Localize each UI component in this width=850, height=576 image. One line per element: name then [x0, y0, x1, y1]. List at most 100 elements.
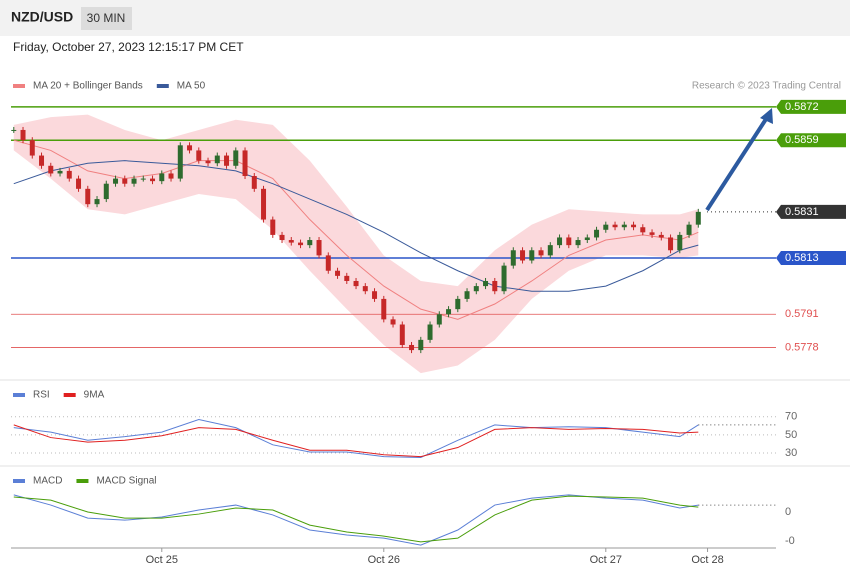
level-label-box	[776, 99, 846, 114]
level-label-box	[776, 133, 846, 148]
candle-body	[668, 237, 674, 251]
candle-body	[270, 219, 276, 235]
legend-swatch	[13, 84, 25, 88]
legend-label: RSI	[33, 390, 50, 401]
candle-body	[251, 176, 257, 189]
candle-body	[76, 178, 82, 189]
candle-body	[335, 270, 341, 276]
legend-label: MACD	[33, 476, 62, 487]
legend-swatch	[13, 393, 25, 397]
candle-body	[520, 250, 526, 261]
candle-body	[446, 309, 452, 315]
candle-body	[575, 240, 581, 246]
level-label-box	[776, 204, 846, 219]
candle-body	[140, 178, 146, 180]
candle-body	[177, 145, 183, 179]
candle-body	[409, 344, 415, 351]
candle-body	[566, 237, 572, 246]
candle-body	[11, 129, 17, 131]
candle-body	[187, 145, 193, 151]
level-label: 0.5813	[785, 252, 819, 264]
candle-body	[538, 250, 544, 256]
candle-body	[103, 183, 109, 200]
candle-body	[492, 280, 498, 292]
y-tick-label: 50	[785, 429, 797, 441]
candle-body	[39, 155, 45, 166]
candle-body	[214, 155, 220, 164]
candle-body	[677, 234, 683, 251]
candle-body	[390, 319, 396, 325]
candle-body	[584, 237, 590, 241]
candle-body	[279, 234, 285, 241]
series-line	[13, 418, 699, 458]
candle-body	[418, 339, 424, 351]
candle-body	[436, 314, 442, 325]
candle-body	[113, 178, 119, 184]
candle-body	[224, 155, 230, 166]
x-tick-label: Oct 25	[146, 554, 178, 566]
candle-body	[196, 150, 202, 161]
candle-body	[658, 234, 664, 238]
series-line	[13, 160, 699, 292]
x-tick-label: Oct 28	[691, 554, 723, 566]
candle-body	[473, 286, 479, 292]
forecast-arrow	[705, 114, 770, 212]
candle-body	[344, 275, 350, 281]
candle-body	[122, 178, 128, 184]
candle-body	[94, 199, 100, 205]
level-label: 0.5778	[785, 341, 819, 353]
candle-body	[85, 188, 91, 205]
candle-body	[29, 140, 35, 156]
symbol: NZD/USD	[11, 9, 73, 25]
series-line	[13, 424, 699, 458]
forecast-arrowhead	[760, 108, 773, 124]
y-tick-label: 30	[785, 447, 797, 459]
candle-body	[150, 178, 156, 182]
level-label: 0.5872	[785, 101, 819, 113]
timestamp: Friday, October 27, 2023 12:15:17 PM CET	[13, 40, 244, 54]
candle-body	[325, 255, 331, 271]
candle-body	[261, 188, 267, 220]
candle-body	[529, 250, 535, 261]
y-tick-label: -0	[785, 535, 795, 547]
candle-body	[427, 324, 433, 340]
header-bar	[0, 0, 850, 36]
candle-body	[57, 170, 63, 174]
bollinger-band	[13, 114, 699, 374]
legend-swatch	[76, 479, 89, 483]
candle-body	[316, 240, 322, 256]
x-tick-label: Oct 27	[590, 554, 622, 566]
candle-body	[242, 150, 248, 177]
candle-body	[464, 291, 470, 299]
y-tick-label: 0	[785, 506, 791, 518]
interval: 30 MIN	[87, 11, 126, 25]
level-label-box	[776, 250, 846, 265]
candle-body	[381, 298, 387, 320]
candle-body	[649, 232, 655, 235]
candle-body	[557, 237, 563, 246]
legend-label: 9MA	[84, 390, 105, 401]
x-tick-label: Oct 26	[368, 554, 400, 566]
level-label: 0.5791	[785, 308, 819, 320]
candle-body	[66, 170, 72, 179]
candle-body	[353, 280, 359, 287]
candle-body	[640, 227, 646, 233]
candle-body	[131, 178, 137, 184]
candle-body	[362, 286, 368, 292]
candle-body	[483, 280, 489, 287]
candle-body	[298, 242, 304, 246]
candle-body	[695, 211, 701, 225]
level-label: 0.5859	[785, 134, 819, 146]
candle-body	[510, 250, 516, 266]
legend-label: MA 50	[177, 81, 206, 92]
series-line	[13, 494, 699, 546]
candle-body	[547, 245, 553, 256]
candle-body	[455, 298, 461, 310]
legend-label: MACD Signal	[96, 476, 156, 487]
legend-swatch	[63, 393, 76, 397]
y-tick-label: 70	[785, 411, 797, 423]
candle-body	[372, 291, 378, 299]
candle-body	[631, 224, 637, 228]
legend-swatch	[13, 479, 25, 483]
